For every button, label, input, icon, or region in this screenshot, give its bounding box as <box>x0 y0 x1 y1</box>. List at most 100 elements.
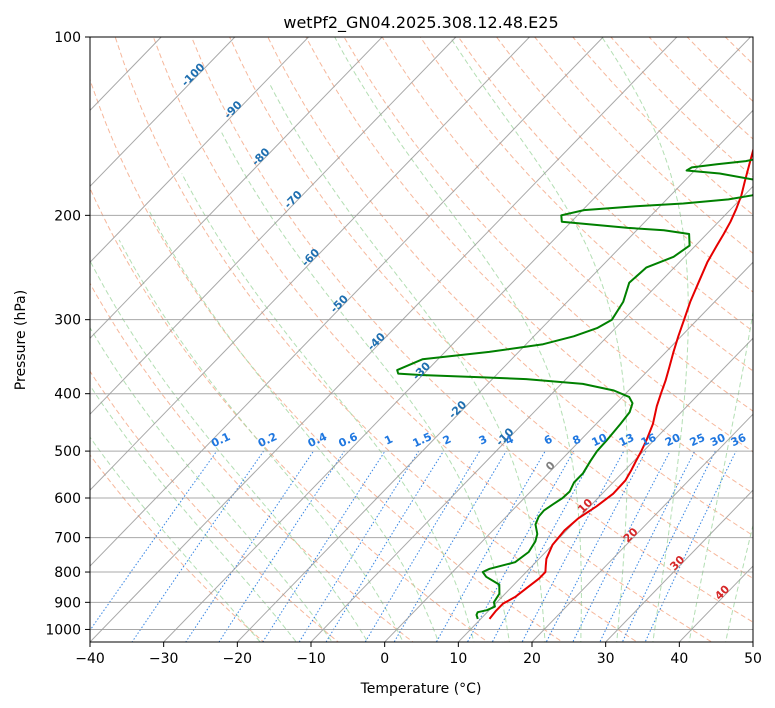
y-tick-label: 600 <box>54 491 81 507</box>
isotherm-label: -50 <box>328 292 351 315</box>
y-axis-label: Pressure (hPa) <box>13 290 29 390</box>
x-tick-label: 0 <box>380 651 389 667</box>
isotherm-gridline <box>90 37 236 188</box>
moist-adiabat <box>601 37 689 642</box>
mixing-ratio-line <box>491 450 597 642</box>
x-tick-label: 20 <box>523 651 541 667</box>
temperature-profile-line <box>488 147 753 620</box>
moist-adiabat <box>269 83 546 642</box>
dry-adiabat <box>764 37 775 654</box>
isotherm-label: -60 <box>299 246 322 269</box>
mixing-ratio-label: 6 <box>542 432 555 447</box>
x-tick-label: 10 <box>449 651 467 667</box>
dry-adiabat <box>305 37 753 494</box>
dry-adiabat <box>610 37 753 178</box>
dry-adiabat <box>152 37 713 642</box>
isotherm-gridline <box>384 261 753 642</box>
dry-adiabat <box>90 77 564 642</box>
x-axis: −40 −30 −20 −10 0 10 20 30 40 50 <box>75 642 762 667</box>
moist-adiabat <box>90 326 333 642</box>
plot-background <box>0 37 775 654</box>
dry-adiabat <box>457 37 753 332</box>
mixing-ratio-label: 36 <box>729 431 749 449</box>
dry-adiabat <box>381 37 753 412</box>
moist-adiabat <box>90 436 261 642</box>
y-tick-label: 500 <box>54 444 81 460</box>
x-tick-label: 50 <box>744 651 762 667</box>
mixing-ratio-label: 16 <box>639 431 659 449</box>
dry-adiabat <box>648 37 753 140</box>
moist-adiabat <box>90 262 369 642</box>
dry-adiabat <box>90 282 414 642</box>
moist-adiabat <box>221 132 510 642</box>
mixing-ratio-label: 0.2 <box>256 430 279 450</box>
isotherm-gridline <box>90 37 678 642</box>
mixing-ratio-label: 0.1 <box>209 430 232 450</box>
mixing-ratio-label: 1 <box>382 433 394 448</box>
isotherm-label: -20 <box>446 398 469 421</box>
mixing-ratio-line <box>599 450 696 642</box>
mixing-ratio-line <box>262 450 386 642</box>
dry-adiabat <box>419 37 753 372</box>
x-tick-label: 30 <box>597 651 615 667</box>
isotherm-gridline <box>163 37 751 642</box>
isotherm-gridline <box>310 185 753 642</box>
dry-adiabat <box>90 370 340 642</box>
dry-adiabat <box>724 37 753 65</box>
y-axis: 1000 900 800 700 600 500 400 300 200 100 <box>45 30 90 638</box>
isotherm-label: 10 <box>575 496 595 516</box>
mixing-ratio-label: 30 <box>708 431 728 449</box>
isotherm-gridline <box>236 109 753 642</box>
y-tick-label: 700 <box>54 531 81 547</box>
moist-adiabat <box>118 239 404 642</box>
mixing-ratio-label: 10 <box>590 431 610 449</box>
moist-adiabat <box>688 309 753 642</box>
x-tick-label: −40 <box>75 651 105 667</box>
plot-lines <box>396 147 753 620</box>
y-tick-label: 900 <box>54 595 81 611</box>
mixing-ratio-label: 3 <box>477 433 489 448</box>
plot-labels: 0.1 0.2 0.4 0.6 1 1.5 2 3 4 6 8 10 13 16 20 25 30 36-100-… <box>179 60 749 602</box>
isotherm-gridline <box>0 37 14 642</box>
moist-adiabat <box>147 208 440 642</box>
mixing-ratio-label: 13 <box>617 431 636 449</box>
plot-frame <box>89 36 754 643</box>
mixing-ratio-line <box>131 450 265 642</box>
isotherm-gridline <box>90 37 457 415</box>
chart-title: wetPf2_GN04.2025.308.12.48.E25 <box>283 13 558 33</box>
x-tick-label: −10 <box>296 651 326 667</box>
dry-adiabat <box>343 37 753 453</box>
dry-adiabat <box>229 37 753 579</box>
x-tick-label: −30 <box>149 651 179 667</box>
mixing-ratio-line <box>466 450 575 642</box>
mixing-ratio-label: 0.4 <box>306 430 329 450</box>
x-axis-label: Temperature (°C) <box>360 681 482 697</box>
isotherm-gridline <box>752 641 753 642</box>
mixing-ratio-line <box>393 450 507 642</box>
dry-adiabat <box>191 37 753 623</box>
isotherm-label: -70 <box>282 188 305 211</box>
mixing-ratio-line <box>325 450 444 642</box>
y-tick-label: 800 <box>54 565 81 581</box>
dewpoint-profile-line <box>396 158 753 620</box>
isotherm-label: -80 <box>249 145 272 168</box>
mixing-ratio-label: 25 <box>688 431 707 449</box>
isotherm-label: 20 <box>621 525 641 545</box>
moist-adiabat <box>725 523 753 642</box>
x-tick-label: −20 <box>223 651 253 667</box>
mixing-ratio-line <box>364 450 481 642</box>
y-tick-label: 300 <box>54 313 81 329</box>
x-tick-label: 40 <box>670 651 688 667</box>
y-tick-label: 200 <box>54 208 81 224</box>
mixing-ratio-line <box>90 450 218 632</box>
mixing-ratio-label: 0.6 <box>337 430 360 450</box>
y-tick-label: 100 <box>54 30 81 46</box>
mixing-ratio-line <box>298 450 420 642</box>
mixing-ratio-label: 20 <box>663 431 683 449</box>
y-tick-label: 400 <box>54 387 81 403</box>
isotherm-label: -90 <box>221 98 244 121</box>
moist-adiabat <box>181 173 475 642</box>
mixing-ratio-line <box>521 450 625 642</box>
isotherm-gridline <box>90 37 604 567</box>
